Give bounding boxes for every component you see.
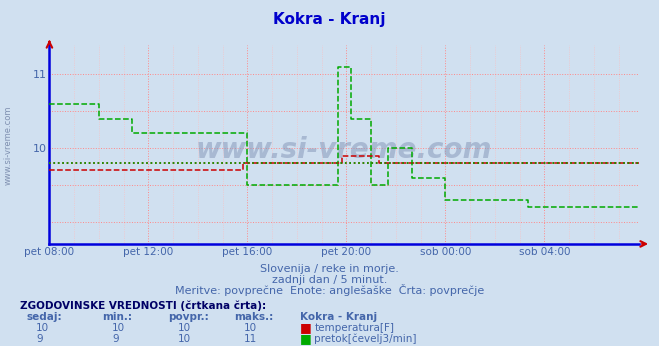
Text: 10: 10 [244, 324, 257, 334]
Text: 10: 10 [112, 324, 125, 334]
Text: ■: ■ [300, 332, 312, 345]
Text: www.si-vreme.com: www.si-vreme.com [4, 106, 13, 185]
Text: zadnji dan / 5 minut.: zadnji dan / 5 minut. [272, 275, 387, 285]
Text: Kokra - Kranj: Kokra - Kranj [273, 12, 386, 27]
Text: maks.:: maks.: [234, 312, 273, 322]
Text: Kokra - Kranj: Kokra - Kranj [300, 312, 377, 322]
Text: www.si-vreme.com: www.si-vreme.com [196, 136, 492, 164]
Text: Meritve: povprečne  Enote: anglešaške  Črta: povprečje: Meritve: povprečne Enote: anglešaške Črt… [175, 284, 484, 296]
Text: 10: 10 [178, 334, 191, 344]
Text: 9: 9 [36, 334, 43, 344]
Text: 10: 10 [36, 324, 49, 334]
Text: 9: 9 [112, 334, 119, 344]
Text: ZGODOVINSKE VREDNOSTI (črtkana črta):: ZGODOVINSKE VREDNOSTI (črtkana črta): [20, 300, 266, 311]
Text: min.:: min.: [102, 312, 132, 322]
Text: ■: ■ [300, 321, 312, 335]
Text: temperatura[F]: temperatura[F] [314, 324, 394, 334]
Text: pretok[čevelj3/min]: pretok[čevelj3/min] [314, 333, 417, 344]
Text: Slovenija / reke in morje.: Slovenija / reke in morje. [260, 264, 399, 274]
Text: povpr.:: povpr.: [168, 312, 209, 322]
Text: 10: 10 [178, 324, 191, 334]
Text: 11: 11 [244, 334, 257, 344]
Text: sedaj:: sedaj: [26, 312, 62, 322]
